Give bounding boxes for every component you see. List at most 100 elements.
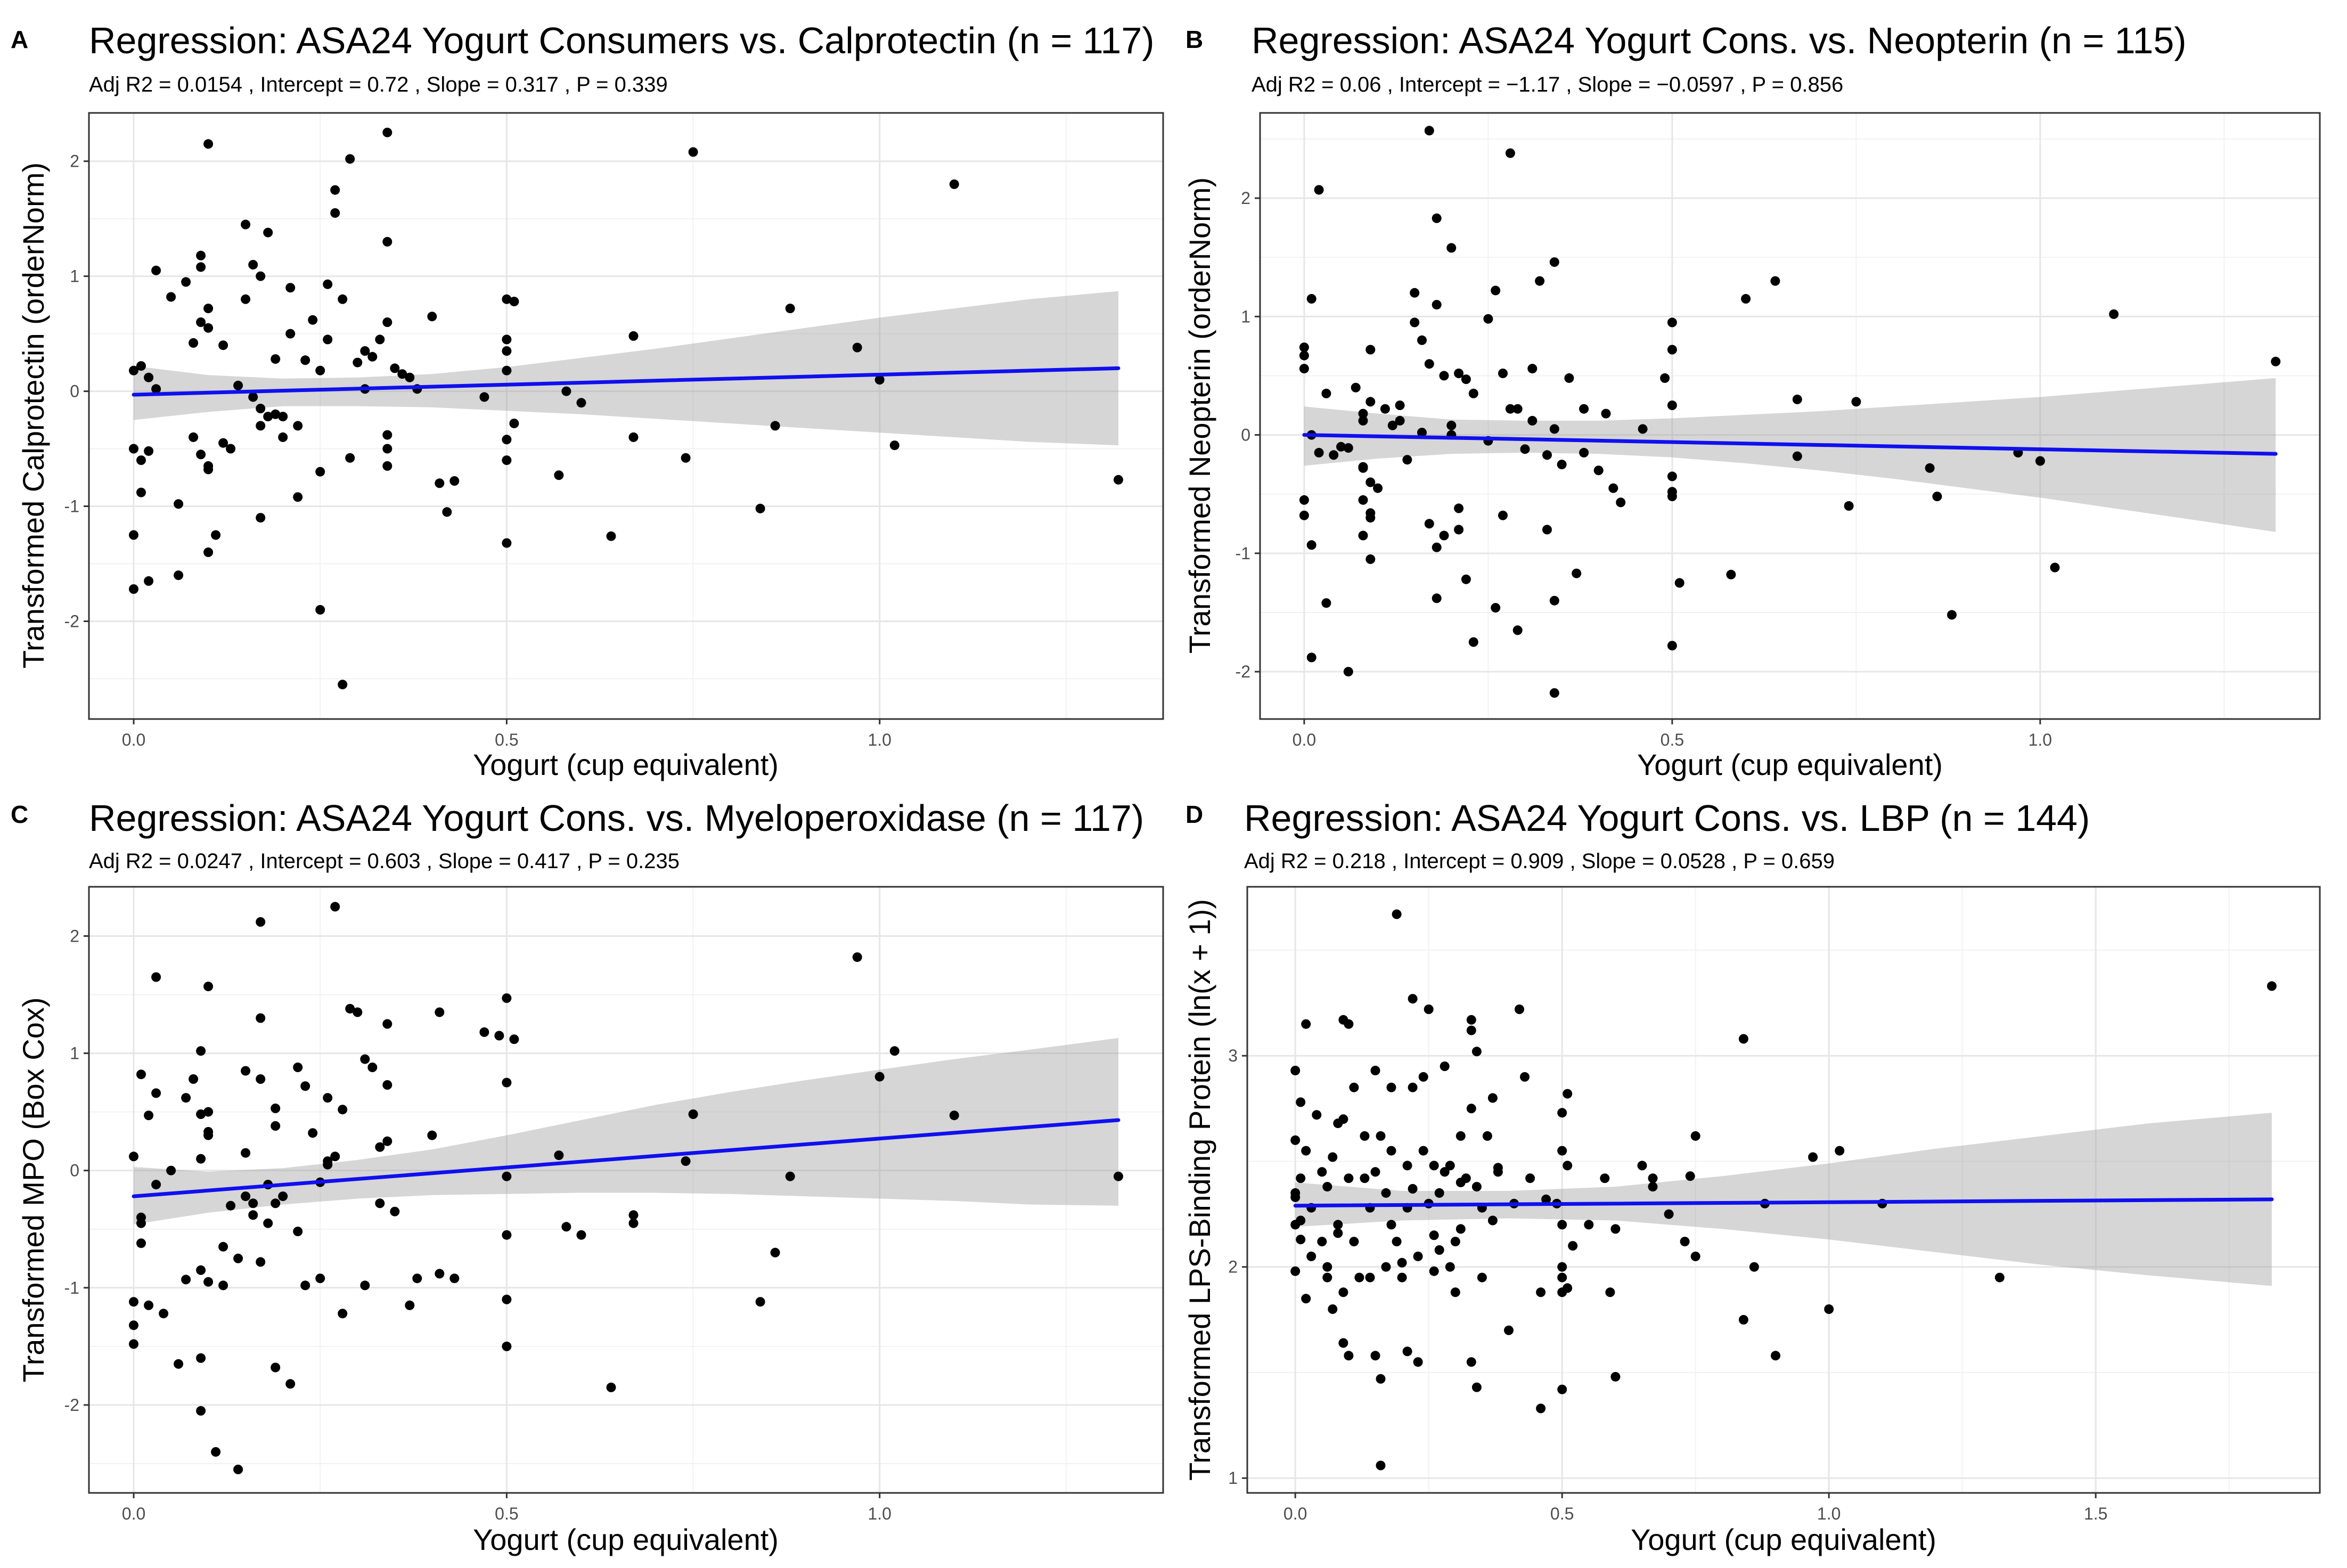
y-tick-label: 0 <box>70 1161 79 1180</box>
regression-line <box>1293 1197 2274 1208</box>
data-point <box>330 185 340 195</box>
data-point <box>1395 415 1405 426</box>
data-point <box>1690 1251 1700 1261</box>
data-point <box>1349 1082 1359 1092</box>
data-point <box>1660 373 1670 383</box>
data-point <box>1306 294 1316 304</box>
minor-gridlines <box>89 113 1163 719</box>
data-point <box>1299 510 1309 520</box>
data-point <box>203 1107 214 1117</box>
data-point <box>174 570 184 581</box>
data-point <box>375 334 385 345</box>
data-point <box>1563 1161 1573 1171</box>
data-point <box>174 499 184 509</box>
data-point <box>1344 1173 1354 1183</box>
data-point <box>159 1309 169 1319</box>
data-point <box>1114 475 1123 485</box>
data-point <box>681 453 691 463</box>
data-point <box>151 1180 161 1190</box>
data-point <box>308 1128 318 1138</box>
data-point <box>1520 1072 1530 1082</box>
data-point <box>502 1294 512 1304</box>
data-point <box>1466 1104 1476 1114</box>
data-point <box>189 1074 199 1084</box>
data-point <box>1386 1082 1396 1092</box>
data-point <box>330 1152 340 1162</box>
minor-gridlines <box>89 887 1163 1493</box>
x-tick-label: 1.0 <box>868 730 891 749</box>
data-point <box>1471 1047 1482 1057</box>
data-point <box>144 372 154 382</box>
data-point <box>256 513 266 523</box>
data-point <box>166 1165 176 1175</box>
regression-line <box>132 1118 1121 1198</box>
confidence-band <box>1295 1113 2272 1286</box>
data-point <box>375 1198 385 1208</box>
data-point <box>502 365 512 375</box>
data-point <box>1445 1262 1455 1272</box>
data-point <box>412 1273 422 1284</box>
data-point <box>1314 185 1324 195</box>
data-point <box>203 982 214 992</box>
data-point <box>382 317 392 327</box>
data-point <box>442 507 452 517</box>
data-point <box>129 1320 138 1330</box>
y-axis-label: Transformed LPS-Binding Protein (ln(x + … <box>1183 899 1216 1481</box>
data-point <box>218 1242 228 1252</box>
x-tick-label: 0.5 <box>1661 730 1684 749</box>
data-point <box>502 538 512 548</box>
data-point <box>218 1280 228 1291</box>
data-point <box>241 1148 251 1158</box>
data-point <box>1648 1173 1658 1183</box>
data-point <box>509 297 519 307</box>
data-point <box>1512 625 1523 635</box>
data-point <box>1370 1066 1380 1075</box>
y-tick-label: -2 <box>64 611 79 631</box>
data-point <box>315 365 325 375</box>
data-point <box>1610 1224 1621 1234</box>
data-point <box>494 1031 504 1041</box>
major-gridlines <box>89 113 1163 719</box>
data-point <box>1296 1173 1306 1183</box>
data-point <box>1413 1251 1423 1261</box>
data-point <box>1410 317 1420 328</box>
data-point <box>382 127 392 137</box>
data-point <box>1439 371 1449 381</box>
data-point <box>308 315 318 325</box>
x-tick-label: 1.5 <box>2084 1504 2107 1523</box>
data-point <box>2267 981 2277 991</box>
data-point <box>181 1093 191 1103</box>
data-point <box>1563 1283 1573 1293</box>
data-point <box>1301 1294 1311 1304</box>
data-point <box>502 1230 512 1240</box>
plot-border <box>1259 112 2321 720</box>
data-point <box>241 1066 251 1076</box>
data-point <box>1542 450 1552 460</box>
data-point <box>203 1277 214 1287</box>
data-point <box>1851 397 1861 407</box>
data-point <box>382 236 392 247</box>
data-point <box>203 547 214 557</box>
data-point <box>502 1077 512 1088</box>
data-point <box>196 450 206 460</box>
data-point <box>1637 1161 1647 1171</box>
data-point <box>1477 1272 1487 1283</box>
data-point <box>852 342 862 353</box>
data-point <box>1360 1173 1370 1183</box>
data-point <box>263 1218 273 1228</box>
data-point <box>129 1339 138 1349</box>
data-point <box>1432 542 1442 552</box>
data-point <box>1483 314 1493 324</box>
data-point <box>405 372 415 382</box>
data-point <box>1408 1082 1418 1092</box>
data-point <box>323 1093 333 1103</box>
data-point <box>1376 1374 1386 1384</box>
data-point <box>397 369 407 379</box>
data-point <box>189 338 199 348</box>
data-point <box>367 1063 378 1072</box>
data-point <box>502 455 512 466</box>
data-point <box>382 444 392 454</box>
data-point <box>1505 404 1515 414</box>
data-point <box>1358 463 1368 473</box>
data-point <box>1482 1131 1492 1141</box>
